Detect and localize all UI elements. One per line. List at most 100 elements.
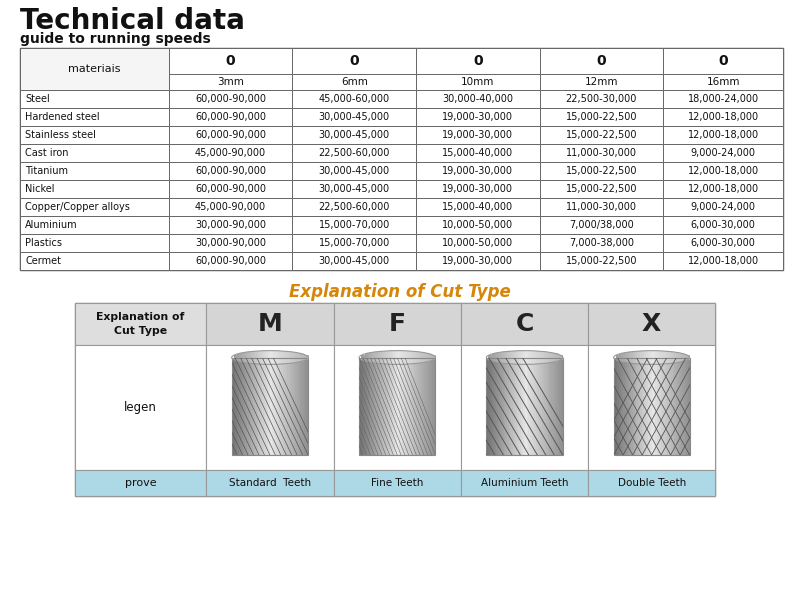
- Bar: [688, 358, 690, 455]
- Bar: [670, 352, 673, 364]
- Bar: [673, 358, 675, 455]
- Bar: [247, 352, 250, 363]
- Bar: [619, 354, 622, 361]
- Bar: [486, 358, 489, 455]
- Text: 60,000-90,000: 60,000-90,000: [195, 112, 266, 122]
- Bar: [422, 358, 425, 455]
- Bar: [406, 358, 410, 455]
- Bar: [494, 353, 497, 362]
- Bar: [422, 352, 425, 363]
- Bar: [510, 351, 512, 364]
- Bar: [488, 358, 490, 455]
- Bar: [426, 353, 428, 362]
- Text: 6,000-30,000: 6,000-30,000: [690, 220, 755, 230]
- Bar: [378, 358, 381, 455]
- Text: Fine Teeth: Fine Teeth: [371, 478, 423, 488]
- Bar: [270, 358, 272, 455]
- Text: 15,000-22,500: 15,000-22,500: [566, 130, 637, 140]
- Bar: [20, 216, 169, 234]
- Bar: [629, 352, 631, 363]
- Text: 0: 0: [350, 54, 359, 68]
- Text: legen: legen: [124, 401, 157, 414]
- Bar: [293, 358, 295, 455]
- Text: 22,500-60,000: 22,500-60,000: [318, 148, 390, 158]
- Bar: [424, 358, 426, 455]
- Bar: [646, 358, 648, 455]
- Text: 19,000-30,000: 19,000-30,000: [442, 112, 514, 122]
- Bar: [257, 358, 259, 455]
- Text: 0: 0: [718, 54, 728, 68]
- Bar: [615, 355, 618, 359]
- Bar: [420, 358, 422, 455]
- Text: Aluminium: Aluminium: [25, 220, 78, 230]
- Bar: [289, 358, 291, 455]
- Bar: [669, 358, 671, 455]
- Bar: [674, 358, 677, 455]
- Bar: [386, 351, 388, 364]
- Bar: [373, 358, 375, 455]
- Bar: [257, 351, 259, 364]
- Text: 60,000-90,000: 60,000-90,000: [195, 166, 266, 176]
- Bar: [297, 358, 299, 455]
- Bar: [20, 198, 169, 216]
- Text: 22,500-30,000: 22,500-30,000: [566, 94, 637, 104]
- Text: 30,000-90,000: 30,000-90,000: [195, 238, 266, 248]
- Text: C: C: [515, 312, 534, 336]
- Text: 10,000-50,000: 10,000-50,000: [442, 220, 514, 230]
- Bar: [554, 353, 556, 362]
- Bar: [169, 48, 292, 74]
- Bar: [366, 353, 369, 362]
- Text: 15,000-40,000: 15,000-40,000: [442, 202, 514, 212]
- Bar: [287, 352, 290, 364]
- Bar: [75, 345, 206, 470]
- Bar: [272, 350, 274, 364]
- Bar: [525, 350, 527, 364]
- Bar: [513, 358, 515, 455]
- Bar: [496, 353, 498, 362]
- Bar: [292, 108, 416, 126]
- Bar: [169, 144, 292, 162]
- Bar: [234, 358, 236, 455]
- Bar: [557, 358, 559, 455]
- Text: 60,000-90,000: 60,000-90,000: [195, 256, 266, 266]
- Bar: [503, 352, 506, 363]
- Bar: [258, 351, 261, 364]
- Bar: [540, 198, 663, 216]
- Bar: [285, 351, 287, 364]
- Bar: [250, 352, 253, 364]
- Bar: [283, 351, 286, 364]
- Text: 12,000-18,000: 12,000-18,000: [687, 184, 758, 194]
- Bar: [410, 358, 413, 455]
- Bar: [292, 74, 416, 90]
- Bar: [676, 352, 678, 362]
- Bar: [650, 351, 652, 364]
- Bar: [292, 162, 416, 180]
- Bar: [254, 351, 257, 364]
- Bar: [390, 358, 392, 455]
- Bar: [20, 126, 169, 144]
- Text: 45,000-90,000: 45,000-90,000: [195, 148, 266, 158]
- Text: 11,000-30,000: 11,000-30,000: [566, 148, 637, 158]
- Bar: [399, 350, 402, 364]
- Bar: [292, 144, 416, 162]
- Bar: [550, 352, 552, 363]
- Bar: [406, 351, 410, 364]
- Bar: [306, 358, 309, 455]
- Bar: [426, 358, 428, 455]
- Bar: [430, 358, 432, 455]
- Bar: [492, 358, 494, 455]
- Text: 19,000-30,000: 19,000-30,000: [442, 256, 514, 266]
- Bar: [399, 358, 402, 455]
- Bar: [418, 358, 421, 455]
- Bar: [394, 358, 396, 455]
- Bar: [416, 74, 540, 90]
- Text: 9,000-24,000: 9,000-24,000: [690, 148, 756, 158]
- Text: 12,000-18,000: 12,000-18,000: [687, 166, 758, 176]
- Bar: [169, 180, 292, 198]
- Bar: [507, 358, 510, 455]
- Bar: [529, 358, 531, 455]
- Bar: [301, 353, 303, 362]
- Text: Hardened steel: Hardened steel: [25, 112, 100, 122]
- Bar: [588, 303, 715, 345]
- Bar: [169, 162, 292, 180]
